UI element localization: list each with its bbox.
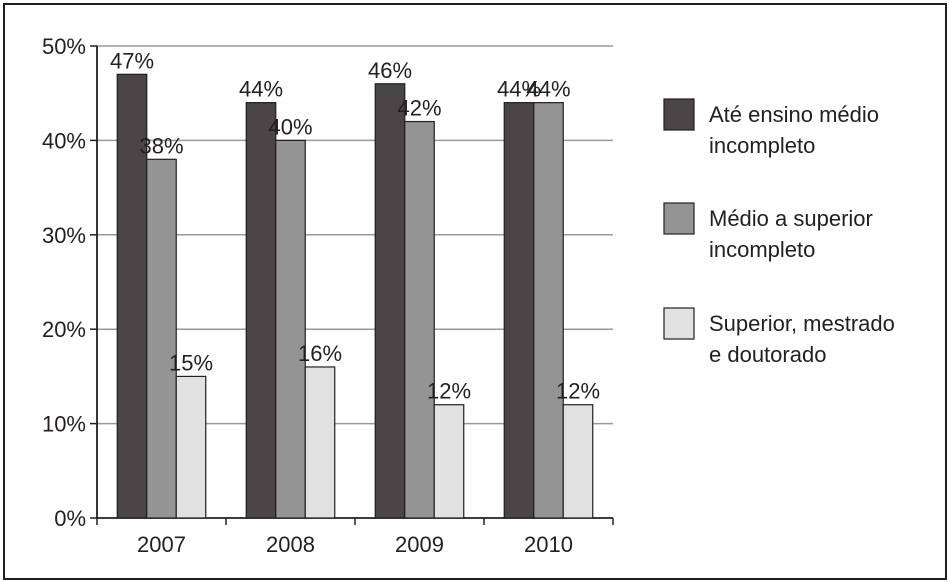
data-label: 44% (497, 77, 541, 102)
legend-label: incompleto (709, 133, 815, 158)
legend-swatch (663, 307, 695, 340)
bar (245, 102, 277, 519)
bar (146, 158, 177, 519)
x-tick-label: 2010 (524, 532, 573, 557)
data-label: 15% (169, 350, 213, 375)
bar (562, 404, 594, 519)
data-label: 42% (397, 96, 441, 121)
bar (374, 83, 406, 519)
data-label: 12% (556, 379, 600, 404)
data-label: 40% (268, 114, 312, 139)
legend-label: Superior, mestrado (709, 311, 895, 336)
y-tick-label: 0% (54, 506, 86, 531)
bar (533, 102, 564, 519)
x-tick-label: 2009 (395, 532, 444, 557)
bar (433, 404, 465, 519)
legend-label: Até ensino médio (709, 102, 879, 127)
legend-swatch (663, 202, 695, 235)
data-label: 38% (139, 133, 183, 158)
y-tick-label: 30% (42, 223, 86, 248)
data-label: 46% (368, 58, 412, 83)
data-label: 47% (110, 48, 154, 73)
x-tick-label: 2007 (137, 532, 186, 557)
bar (304, 366, 336, 519)
data-label: 16% (298, 341, 342, 366)
y-tick-label: 10% (42, 412, 86, 437)
x-tick-label: 2008 (266, 532, 315, 557)
y-tick-label: 20% (42, 317, 86, 342)
data-label: 44% (239, 77, 283, 102)
y-tick-label: 50% (42, 34, 86, 59)
legend-label: e doutorado (709, 342, 826, 367)
data-label: 44% (526, 77, 570, 102)
bar (175, 375, 207, 519)
legend-label: incompleto (709, 237, 815, 262)
data-label: 12% (427, 379, 471, 404)
legend-label: Médio a superior (709, 206, 873, 231)
bar (503, 102, 535, 519)
bar (404, 120, 435, 519)
y-tick-label: 40% (42, 128, 86, 153)
legend-swatch (663, 98, 695, 131)
bar (275, 139, 306, 519)
